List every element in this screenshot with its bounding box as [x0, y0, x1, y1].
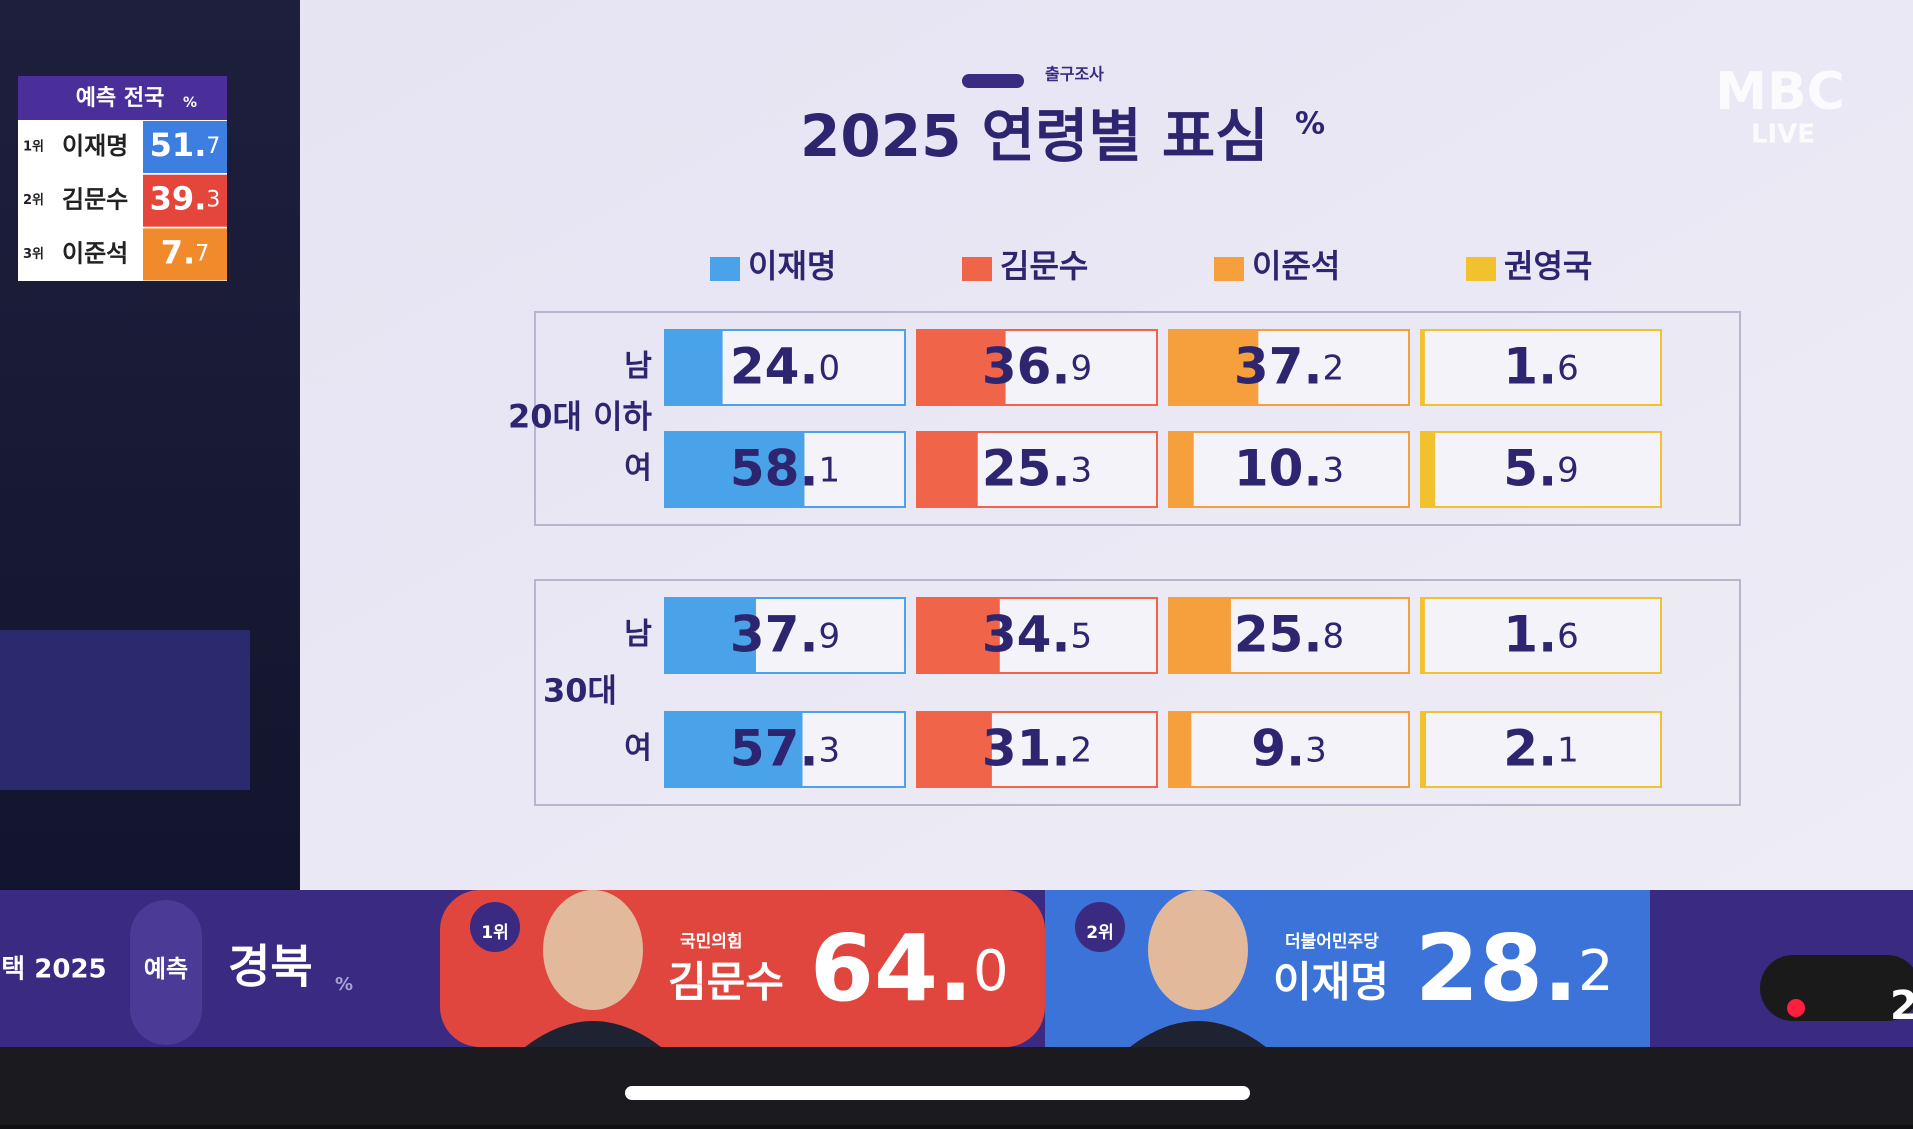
mbc-logo: MBC	[1715, 62, 1845, 122]
group-box	[534, 579, 1741, 806]
legend-label: 이준석	[1252, 247, 1340, 285]
rank-badge	[1075, 902, 1125, 952]
value-label: 25.3	[982, 439, 1092, 497]
corner-title: 예측 전국	[76, 86, 165, 111]
cell	[1168, 711, 1410, 788]
value-label: 9.3	[1251, 719, 1326, 777]
cell	[1420, 597, 1662, 674]
banner-unit: %	[335, 974, 353, 995]
banner-region: 경북	[228, 940, 313, 994]
photo-head	[1148, 890, 1248, 1010]
corner-value-bg	[143, 121, 227, 173]
bar	[1169, 712, 1192, 787]
party: 더불어민주당	[1285, 932, 1379, 952]
corner-value: 51.7	[150, 126, 221, 164]
banner-brand: 선택 2025	[0, 955, 107, 985]
value-label: 34.5	[982, 605, 1092, 663]
legend-swatch	[1466, 257, 1496, 281]
row-label: 여	[624, 731, 652, 766]
row-label: 남	[624, 617, 652, 652]
forecast-pill	[130, 900, 202, 1045]
bar	[665, 712, 803, 787]
value-label: 2.1	[1503, 719, 1578, 777]
brand-icon	[962, 74, 1024, 88]
value-label: 1.6	[1503, 605, 1578, 663]
value-label: 1.6	[1503, 337, 1578, 395]
party: 국민의힘	[680, 931, 743, 952]
chart-title: 2025 연령별 표심	[800, 102, 1269, 170]
bar	[917, 432, 978, 507]
corner-value: 7.7	[161, 233, 209, 271]
corner-rank: 1위	[23, 140, 44, 155]
value-label: 58.1	[730, 439, 840, 497]
corner-name: 이준석	[62, 239, 128, 267]
live-dot	[1787, 999, 1805, 1017]
home-indicator	[625, 1086, 1250, 1100]
live-label: LIVE	[1751, 120, 1815, 150]
value-label: 37.2	[1234, 337, 1344, 395]
bar	[665, 432, 805, 507]
bar	[1421, 432, 1436, 507]
bar	[917, 712, 992, 787]
bar	[1169, 330, 1259, 405]
row-label: 여	[624, 451, 652, 486]
group-label: 20대 이하	[508, 398, 653, 436]
corner-value-bg	[143, 228, 227, 281]
legend-label: 김문수	[1000, 247, 1088, 285]
value-label: 31.2	[982, 719, 1092, 777]
legend-label: 권영국	[1504, 247, 1592, 285]
value-label: 5.9	[1503, 439, 1578, 497]
rank: 2위	[1086, 923, 1113, 943]
corner-value-bg	[143, 174, 227, 227]
candidate-name: 김문수	[668, 958, 784, 1007]
cell	[1420, 431, 1662, 508]
corner-rank: 3위	[23, 247, 44, 262]
side-panel	[0, 630, 250, 790]
bar	[1421, 712, 1427, 787]
bar	[1169, 598, 1231, 673]
bar	[1421, 330, 1425, 405]
group-label: 30대	[543, 672, 617, 710]
rank-badge	[470, 902, 520, 952]
candidate-panel	[1045, 890, 1650, 1047]
legend-swatch	[1214, 257, 1244, 281]
viewer-count: 2	[1890, 983, 1913, 1029]
value-label: 57.3	[730, 719, 840, 777]
bar	[917, 598, 1000, 673]
brand: 출구조사	[1045, 65, 1104, 84]
corner-value: 39.3	[150, 180, 221, 218]
value-label: 24.0	[730, 337, 840, 395]
candidate-name: 이재명	[1273, 958, 1389, 1007]
value-label: 25.8	[1234, 605, 1344, 663]
photo-suit	[525, 1021, 661, 1047]
photo-head	[543, 890, 643, 1010]
cell	[1420, 711, 1662, 788]
bar	[1169, 432, 1194, 507]
photo-suit	[1130, 1021, 1266, 1047]
rank: 1위	[481, 923, 508, 943]
corner-name: 김문수	[62, 186, 128, 214]
legend-swatch	[710, 257, 740, 281]
corner-name: 이재명	[62, 132, 128, 160]
cell	[1420, 329, 1662, 406]
corner-header	[18, 76, 227, 120]
bar	[665, 330, 723, 405]
group-box	[534, 311, 1741, 526]
banner-forecast: 예측	[144, 955, 188, 983]
candidate-value: 64.0	[810, 915, 1009, 1022]
legend-swatch	[962, 257, 992, 281]
value-label: 10.3	[1234, 439, 1344, 497]
corner-rank: 2위	[23, 193, 44, 208]
chart-unit: %	[1295, 107, 1325, 142]
value-label: 36.9	[982, 337, 1092, 395]
candidate-value: 28.2	[1415, 915, 1614, 1022]
row-label: 남	[624, 349, 652, 384]
bar	[665, 598, 756, 673]
legend-label: 이재명	[748, 247, 836, 285]
bar	[917, 330, 1006, 405]
value-label: 37.9	[730, 605, 840, 663]
corner-unit: %	[183, 95, 197, 111]
bar	[1421, 598, 1425, 673]
